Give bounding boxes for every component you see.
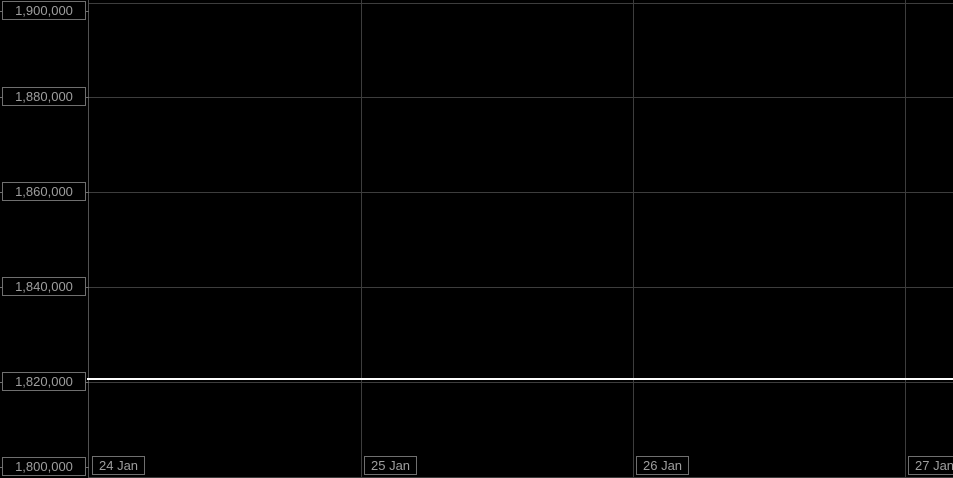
x-axis-label: 27 Jan: [908, 456, 953, 475]
y-axis-tick: [0, 467, 3, 468]
y-axis-label: 1,900,000: [2, 1, 86, 20]
x-axis-label: 25 Jan: [364, 456, 418, 475]
y-axis-tick: [0, 382, 3, 383]
y-gridline: [89, 97, 953, 98]
y-axis-tick: [0, 11, 3, 12]
y-axis-label: 1,840,000: [2, 277, 86, 296]
y-gridline: [89, 382, 953, 383]
y-axis-tick-connector: [85, 11, 89, 12]
y-axis-label: 1,820,000: [2, 372, 86, 391]
y-axis-label: 1,880,000: [2, 87, 86, 106]
price-line: [87, 378, 953, 380]
y-axis-tick-connector: [85, 192, 89, 193]
x-gridline: [361, 0, 362, 478]
y-gridline: [89, 287, 953, 288]
y-gridline: [89, 3, 953, 4]
y-axis-tick: [0, 97, 3, 98]
x-axis-label: 26 Jan: [636, 456, 690, 475]
x-gridline: [633, 0, 634, 478]
x-axis-label: 24 Jan: [92, 456, 146, 475]
y-axis-tick-connector: [85, 467, 89, 468]
y-axis-label: 1,860,000: [2, 182, 86, 201]
y-axis-tick: [0, 192, 3, 193]
y-axis-tick: [0, 287, 3, 288]
y-axis-line: [88, 0, 89, 478]
y-axis-tick-connector: [85, 382, 89, 383]
x-gridline: [905, 0, 906, 478]
y-axis-label: 1,800,000: [2, 457, 86, 476]
y-axis-tick-connector: [85, 97, 89, 98]
y-axis-tick-connector: [85, 287, 89, 288]
y-gridline: [89, 192, 953, 193]
